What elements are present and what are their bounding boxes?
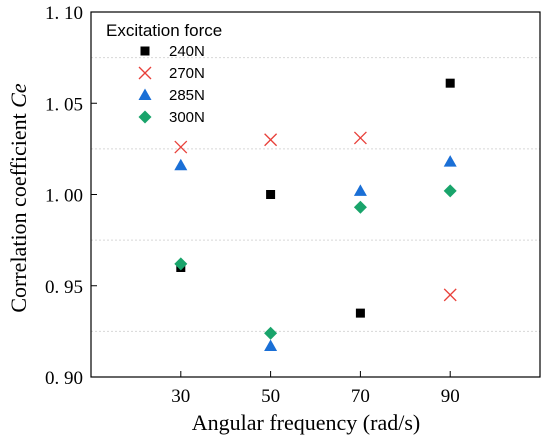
x-tick-label: 90 bbox=[441, 386, 460, 407]
data-point-270n-stroke bbox=[443, 288, 457, 302]
data-point-300n bbox=[353, 200, 367, 214]
data-point-270n bbox=[264, 133, 278, 147]
data-point-285n bbox=[174, 158, 188, 171]
data-point-300n bbox=[174, 257, 188, 271]
y-tick-label: 1. 05 bbox=[45, 94, 83, 115]
x-tick-label: 30 bbox=[171, 386, 190, 407]
data-point-270n bbox=[353, 131, 367, 145]
axis-ticks: 30 50 70 90 0. 90 0. 95 1. 00 1. 05 1. 10 bbox=[45, 3, 460, 407]
legend-label-240n: 240N bbox=[169, 43, 205, 60]
y-tick-label: 1. 00 bbox=[45, 186, 83, 207]
legend-marker-240n bbox=[140, 46, 150, 56]
legend-title: Excitation force bbox=[106, 21, 222, 40]
data-points bbox=[174, 78, 457, 351]
legend-label-300n: 300N bbox=[169, 109, 205, 126]
y-tick-label: 0. 95 bbox=[45, 277, 83, 298]
legend-marker-285n bbox=[138, 88, 152, 100]
data-point-300n bbox=[443, 184, 457, 198]
y-axis-label: Correlation coefficient Ce bbox=[6, 83, 31, 313]
y-axis-label-text: Correlation coefficient bbox=[6, 108, 31, 313]
data-point-270n bbox=[443, 288, 457, 302]
legend-marker-300n bbox=[138, 110, 152, 124]
x-axis-label: Angular frequency (rad/s) bbox=[192, 410, 420, 435]
y-axis-label-symbol: Ce bbox=[6, 83, 31, 108]
data-point-240n bbox=[355, 308, 365, 318]
data-point-285n bbox=[264, 339, 278, 351]
data-point-270n-stroke bbox=[174, 140, 188, 154]
data-point-240n bbox=[445, 78, 455, 88]
data-point-300n bbox=[264, 326, 278, 340]
data-point-285n bbox=[353, 184, 367, 196]
data-point-270n bbox=[174, 140, 188, 154]
legend-marker-270n-stroke bbox=[138, 66, 152, 80]
y-tick-label: 1. 10 bbox=[45, 3, 83, 24]
legend: Excitation force 240N 270N 285N 300N bbox=[106, 21, 222, 126]
y-tick-label: 0. 90 bbox=[45, 368, 83, 389]
legend-label-270n: 270N bbox=[169, 65, 205, 82]
grid-lines bbox=[91, 57, 540, 332]
x-tick-label: 50 bbox=[261, 386, 280, 407]
legend-label-285n: 285N bbox=[169, 87, 205, 104]
x-tick-label: 70 bbox=[351, 386, 370, 407]
data-point-270n-stroke bbox=[264, 133, 278, 147]
data-point-285n bbox=[443, 155, 457, 167]
data-point-270n-stroke bbox=[353, 131, 367, 145]
data-point-240n bbox=[266, 190, 276, 199]
legend-marker-270n bbox=[138, 66, 152, 80]
